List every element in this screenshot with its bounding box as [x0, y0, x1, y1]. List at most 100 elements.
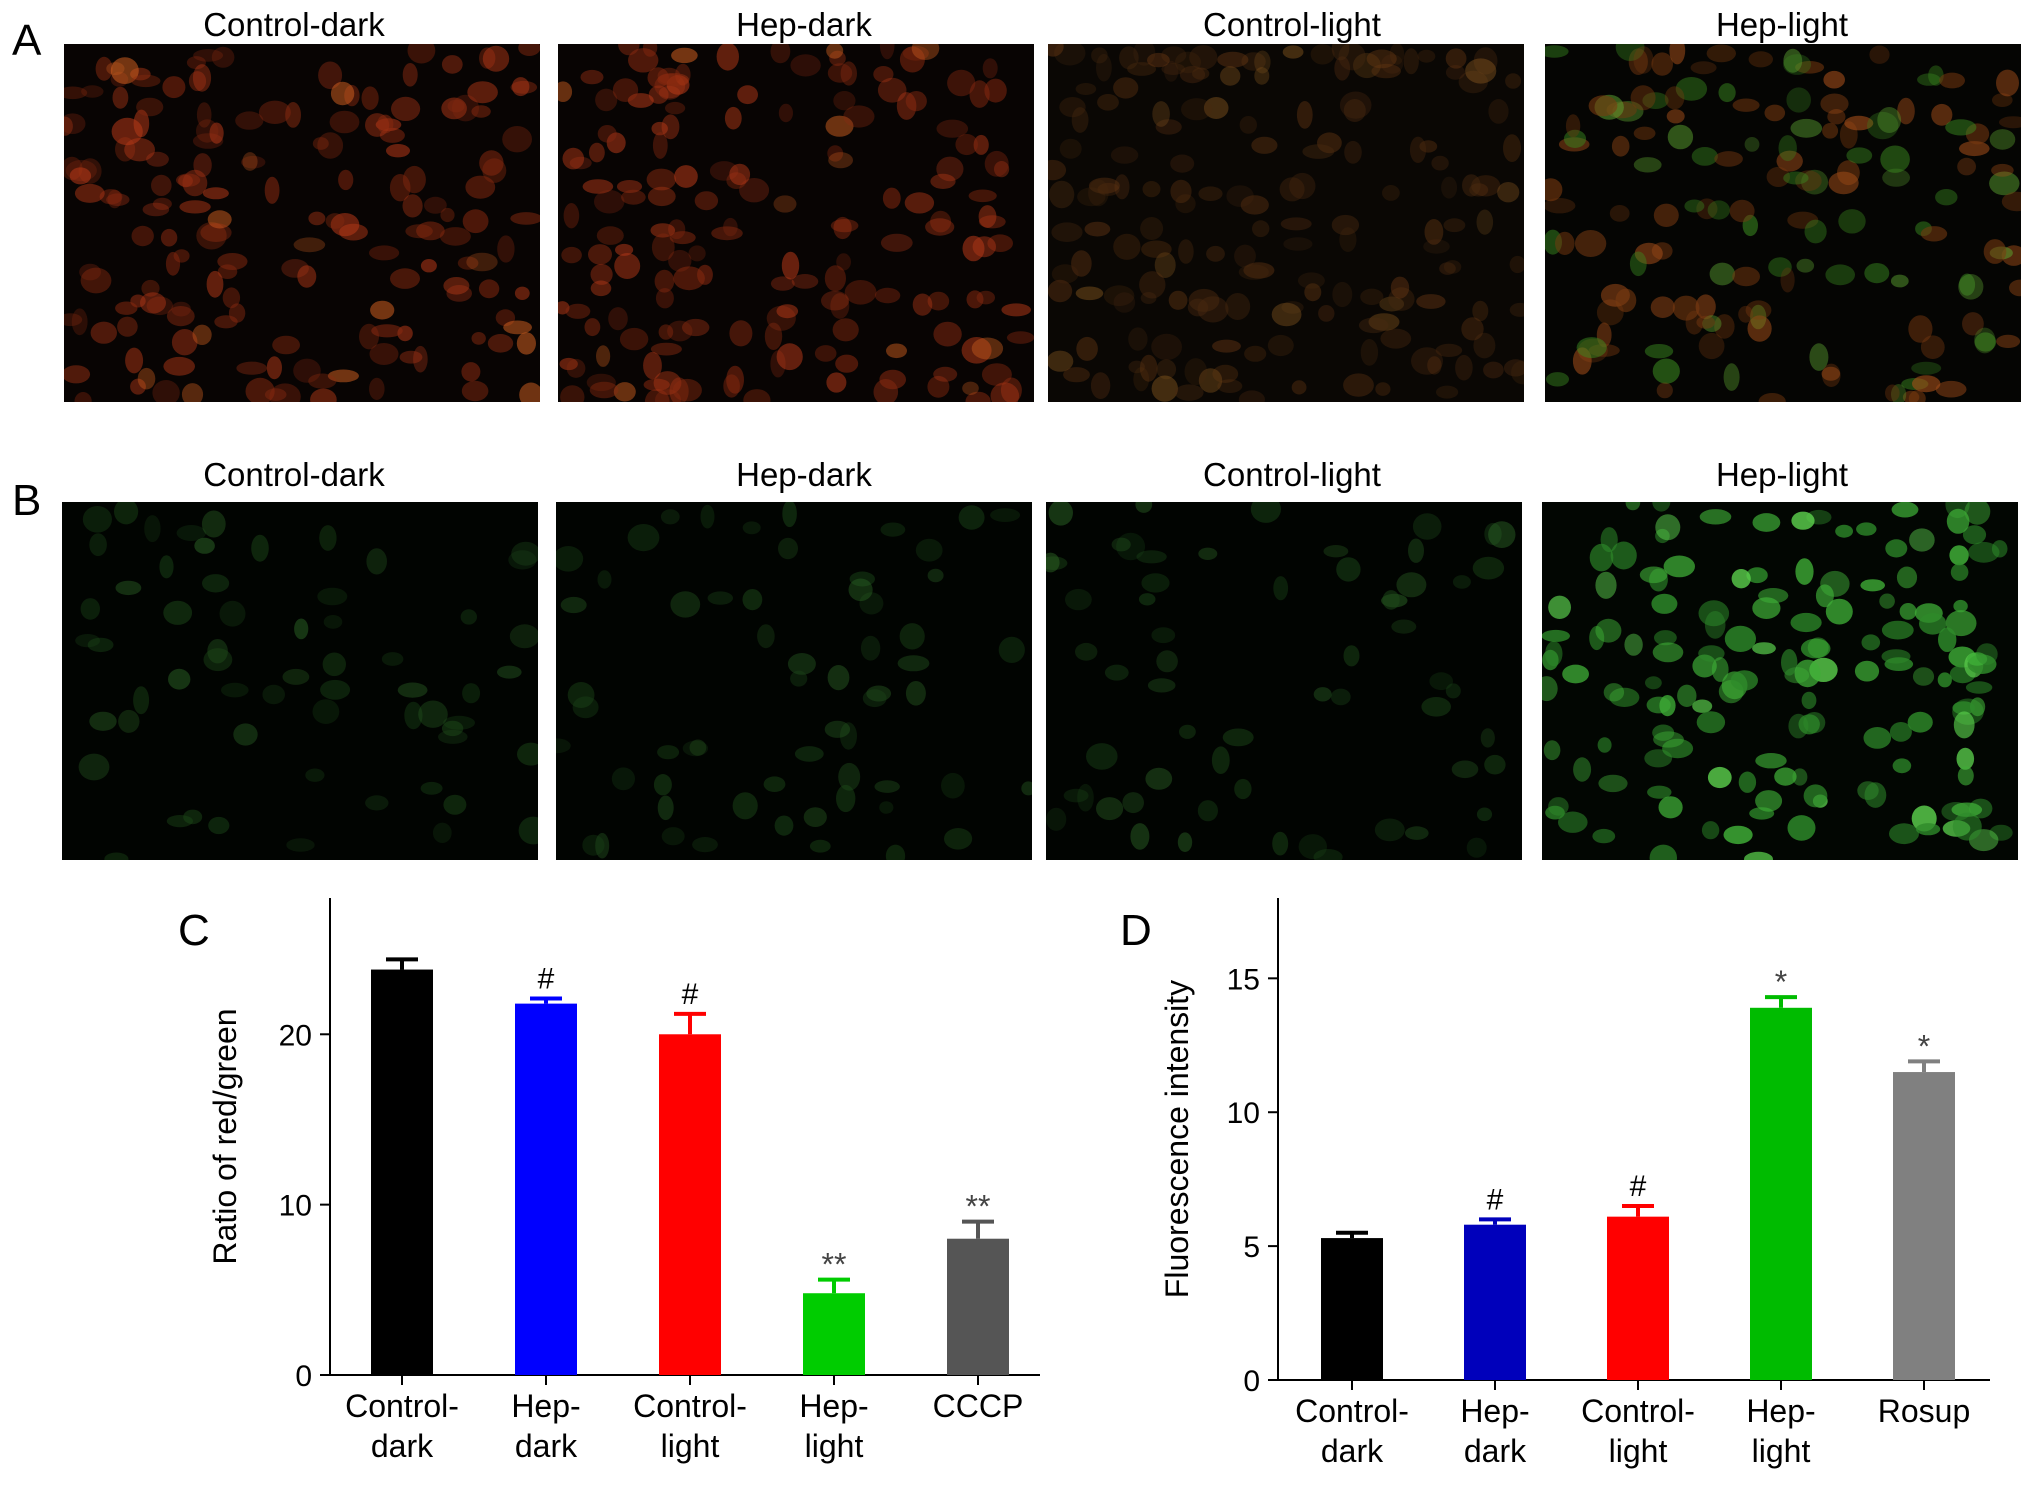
cell [882, 187, 901, 209]
cell [1545, 805, 1565, 820]
cell [1652, 358, 1680, 384]
cell [627, 93, 654, 108]
cell [308, 211, 326, 226]
cell [1211, 746, 1230, 774]
cell [1864, 263, 1890, 284]
cell [877, 77, 907, 103]
cell [1405, 826, 1429, 840]
cell [1962, 525, 1987, 545]
cell [320, 679, 351, 700]
cell [1651, 593, 1678, 614]
cell [1049, 180, 1075, 209]
cell [1077, 187, 1106, 207]
panel-b-letter: B [12, 476, 42, 525]
cell [511, 541, 538, 566]
cell [115, 580, 142, 596]
cell [1225, 293, 1251, 320]
cell [1267, 334, 1294, 357]
cell [1920, 226, 1948, 242]
cell [1465, 58, 1497, 84]
cell [1880, 145, 1910, 173]
cell [915, 538, 943, 562]
cell [369, 245, 400, 261]
cell [82, 506, 112, 533]
cell [595, 832, 610, 859]
cell [1667, 124, 1694, 150]
cell [1545, 198, 1576, 214]
cell [1907, 711, 1933, 733]
chart-d-y-tick-label: 15 [1227, 963, 1260, 996]
cell [1063, 788, 1089, 803]
chart-c-y-tick-label: 10 [279, 1190, 312, 1223]
cell [1919, 613, 1947, 635]
cell [64, 365, 91, 384]
cell [233, 723, 258, 746]
cell [1677, 684, 1697, 707]
cell [896, 92, 917, 120]
cell [1562, 664, 1589, 684]
cell [1563, 129, 1587, 148]
cell [1343, 645, 1360, 667]
cell [1113, 233, 1141, 260]
cell [1964, 502, 1991, 525]
cell [1892, 758, 1912, 774]
cell [832, 318, 859, 342]
cell [1217, 379, 1243, 393]
micrograph-texture [558, 44, 1034, 402]
cell [1801, 691, 1817, 710]
cell [1283, 237, 1313, 251]
cell [1651, 52, 1673, 76]
cell [159, 555, 174, 579]
cell [648, 85, 669, 104]
cell [726, 365, 744, 394]
cell [1649, 844, 1677, 860]
cell [1119, 46, 1139, 70]
cell [904, 192, 935, 214]
cell [657, 795, 674, 821]
cell [64, 313, 83, 327]
cell [961, 337, 992, 364]
cell [1588, 95, 1618, 117]
cell [1598, 774, 1628, 793]
cell [1917, 73, 1941, 86]
cell [1939, 72, 1965, 89]
cell [1804, 219, 1827, 244]
cell [1065, 588, 1092, 611]
cell [1695, 294, 1716, 320]
cell [1885, 384, 1900, 402]
cell [188, 71, 207, 92]
cell [661, 827, 685, 846]
cell [1787, 815, 1816, 841]
cell [830, 293, 850, 319]
cell [1419, 140, 1438, 153]
cell [1254, 50, 1271, 74]
cell [1141, 573, 1170, 593]
cell [217, 253, 248, 270]
chart-c-x-tick-label: Control- [345, 1388, 459, 1424]
cell [905, 91, 927, 112]
cell [1747, 315, 1772, 342]
cell [1809, 343, 1829, 371]
cell [824, 265, 846, 292]
cell [318, 61, 343, 90]
cell [968, 189, 997, 203]
cell [613, 382, 636, 402]
cell [1935, 380, 1967, 398]
cell [590, 280, 612, 297]
chart-c-x-tick-label: Hep- [511, 1388, 580, 1424]
cell [1178, 239, 1194, 264]
cell [1331, 214, 1360, 236]
chart-c-y-tick-label: 20 [279, 1019, 312, 1052]
cell [827, 665, 850, 691]
cell [694, 191, 719, 211]
cell [559, 357, 578, 371]
cell [327, 369, 359, 383]
cell [1908, 315, 1933, 343]
cell [1412, 513, 1442, 540]
micrograph-b-control-light [1046, 502, 1522, 860]
panel-a-title-1: Control-dark [203, 6, 385, 43]
cell [110, 57, 139, 84]
cell [1048, 502, 1073, 526]
cell [1110, 146, 1139, 164]
cell [90, 321, 117, 344]
